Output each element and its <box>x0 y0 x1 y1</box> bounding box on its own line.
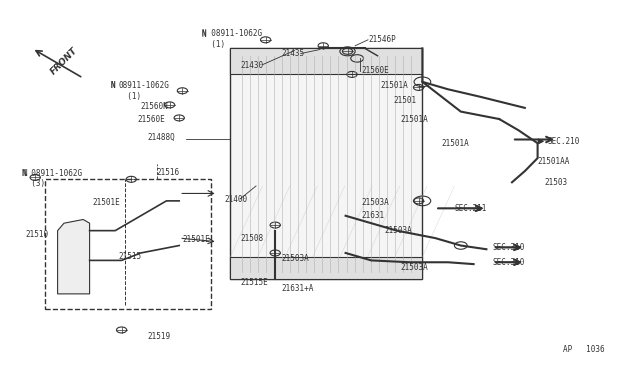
Bar <box>45 179 211 309</box>
Text: 21503: 21503 <box>544 178 567 187</box>
Polygon shape <box>58 219 90 294</box>
Text: N: N <box>202 31 206 39</box>
Text: 21400: 21400 <box>224 195 247 203</box>
Text: 21501A: 21501A <box>400 115 428 124</box>
Text: 21560E: 21560E <box>138 115 165 124</box>
Text: 21501E: 21501E <box>182 235 210 244</box>
Text: 21501A: 21501A <box>381 81 408 90</box>
Text: 21560E: 21560E <box>362 66 389 75</box>
Text: 21631: 21631 <box>362 211 385 220</box>
Text: N: N <box>22 169 27 178</box>
Text: N: N <box>111 81 115 90</box>
Text: AP   1036: AP 1036 <box>563 345 605 354</box>
Bar <box>230 48 422 279</box>
Text: 21503A: 21503A <box>282 254 309 263</box>
Text: 21435: 21435 <box>282 49 305 58</box>
Text: 21503A: 21503A <box>384 226 412 235</box>
Text: 21503A: 21503A <box>400 263 428 272</box>
Text: 21501A: 21501A <box>442 139 469 148</box>
Bar <box>230 257 422 279</box>
Text: 21501AA: 21501AA <box>538 157 570 166</box>
Text: 21546P: 21546P <box>368 35 396 44</box>
Bar <box>230 48 422 74</box>
Text: SEC.310: SEC.310 <box>493 243 525 252</box>
Text: 21430: 21430 <box>240 61 263 70</box>
Text: 21519: 21519 <box>147 332 170 341</box>
Text: N 08911-1062G
  (1): N 08911-1062G (1) <box>202 29 262 49</box>
Text: 21501E: 21501E <box>93 198 120 207</box>
Text: 21515E: 21515E <box>240 278 268 287</box>
Text: N: N <box>111 81 115 90</box>
Text: SEC.310: SEC.310 <box>493 258 525 267</box>
Text: 21631+A: 21631+A <box>282 284 314 293</box>
Text: 21560N: 21560N <box>141 102 168 110</box>
Text: 21501: 21501 <box>394 96 417 105</box>
Text: 21515: 21515 <box>118 252 141 261</box>
Text: 21508: 21508 <box>240 234 263 243</box>
Text: 21503A: 21503A <box>362 198 389 207</box>
Text: 08911-1062G
  (1): 08911-1062G (1) <box>118 81 169 101</box>
Text: 21510: 21510 <box>26 230 49 239</box>
Text: SEC.210: SEC.210 <box>547 137 580 146</box>
Text: FRONT: FRONT <box>49 46 79 77</box>
Text: SEC.211: SEC.211 <box>454 204 487 213</box>
Text: 21516: 21516 <box>157 169 180 177</box>
Text: N 08911-1062G
  (3): N 08911-1062G (3) <box>22 169 83 188</box>
Text: 21488Q: 21488Q <box>147 133 175 142</box>
